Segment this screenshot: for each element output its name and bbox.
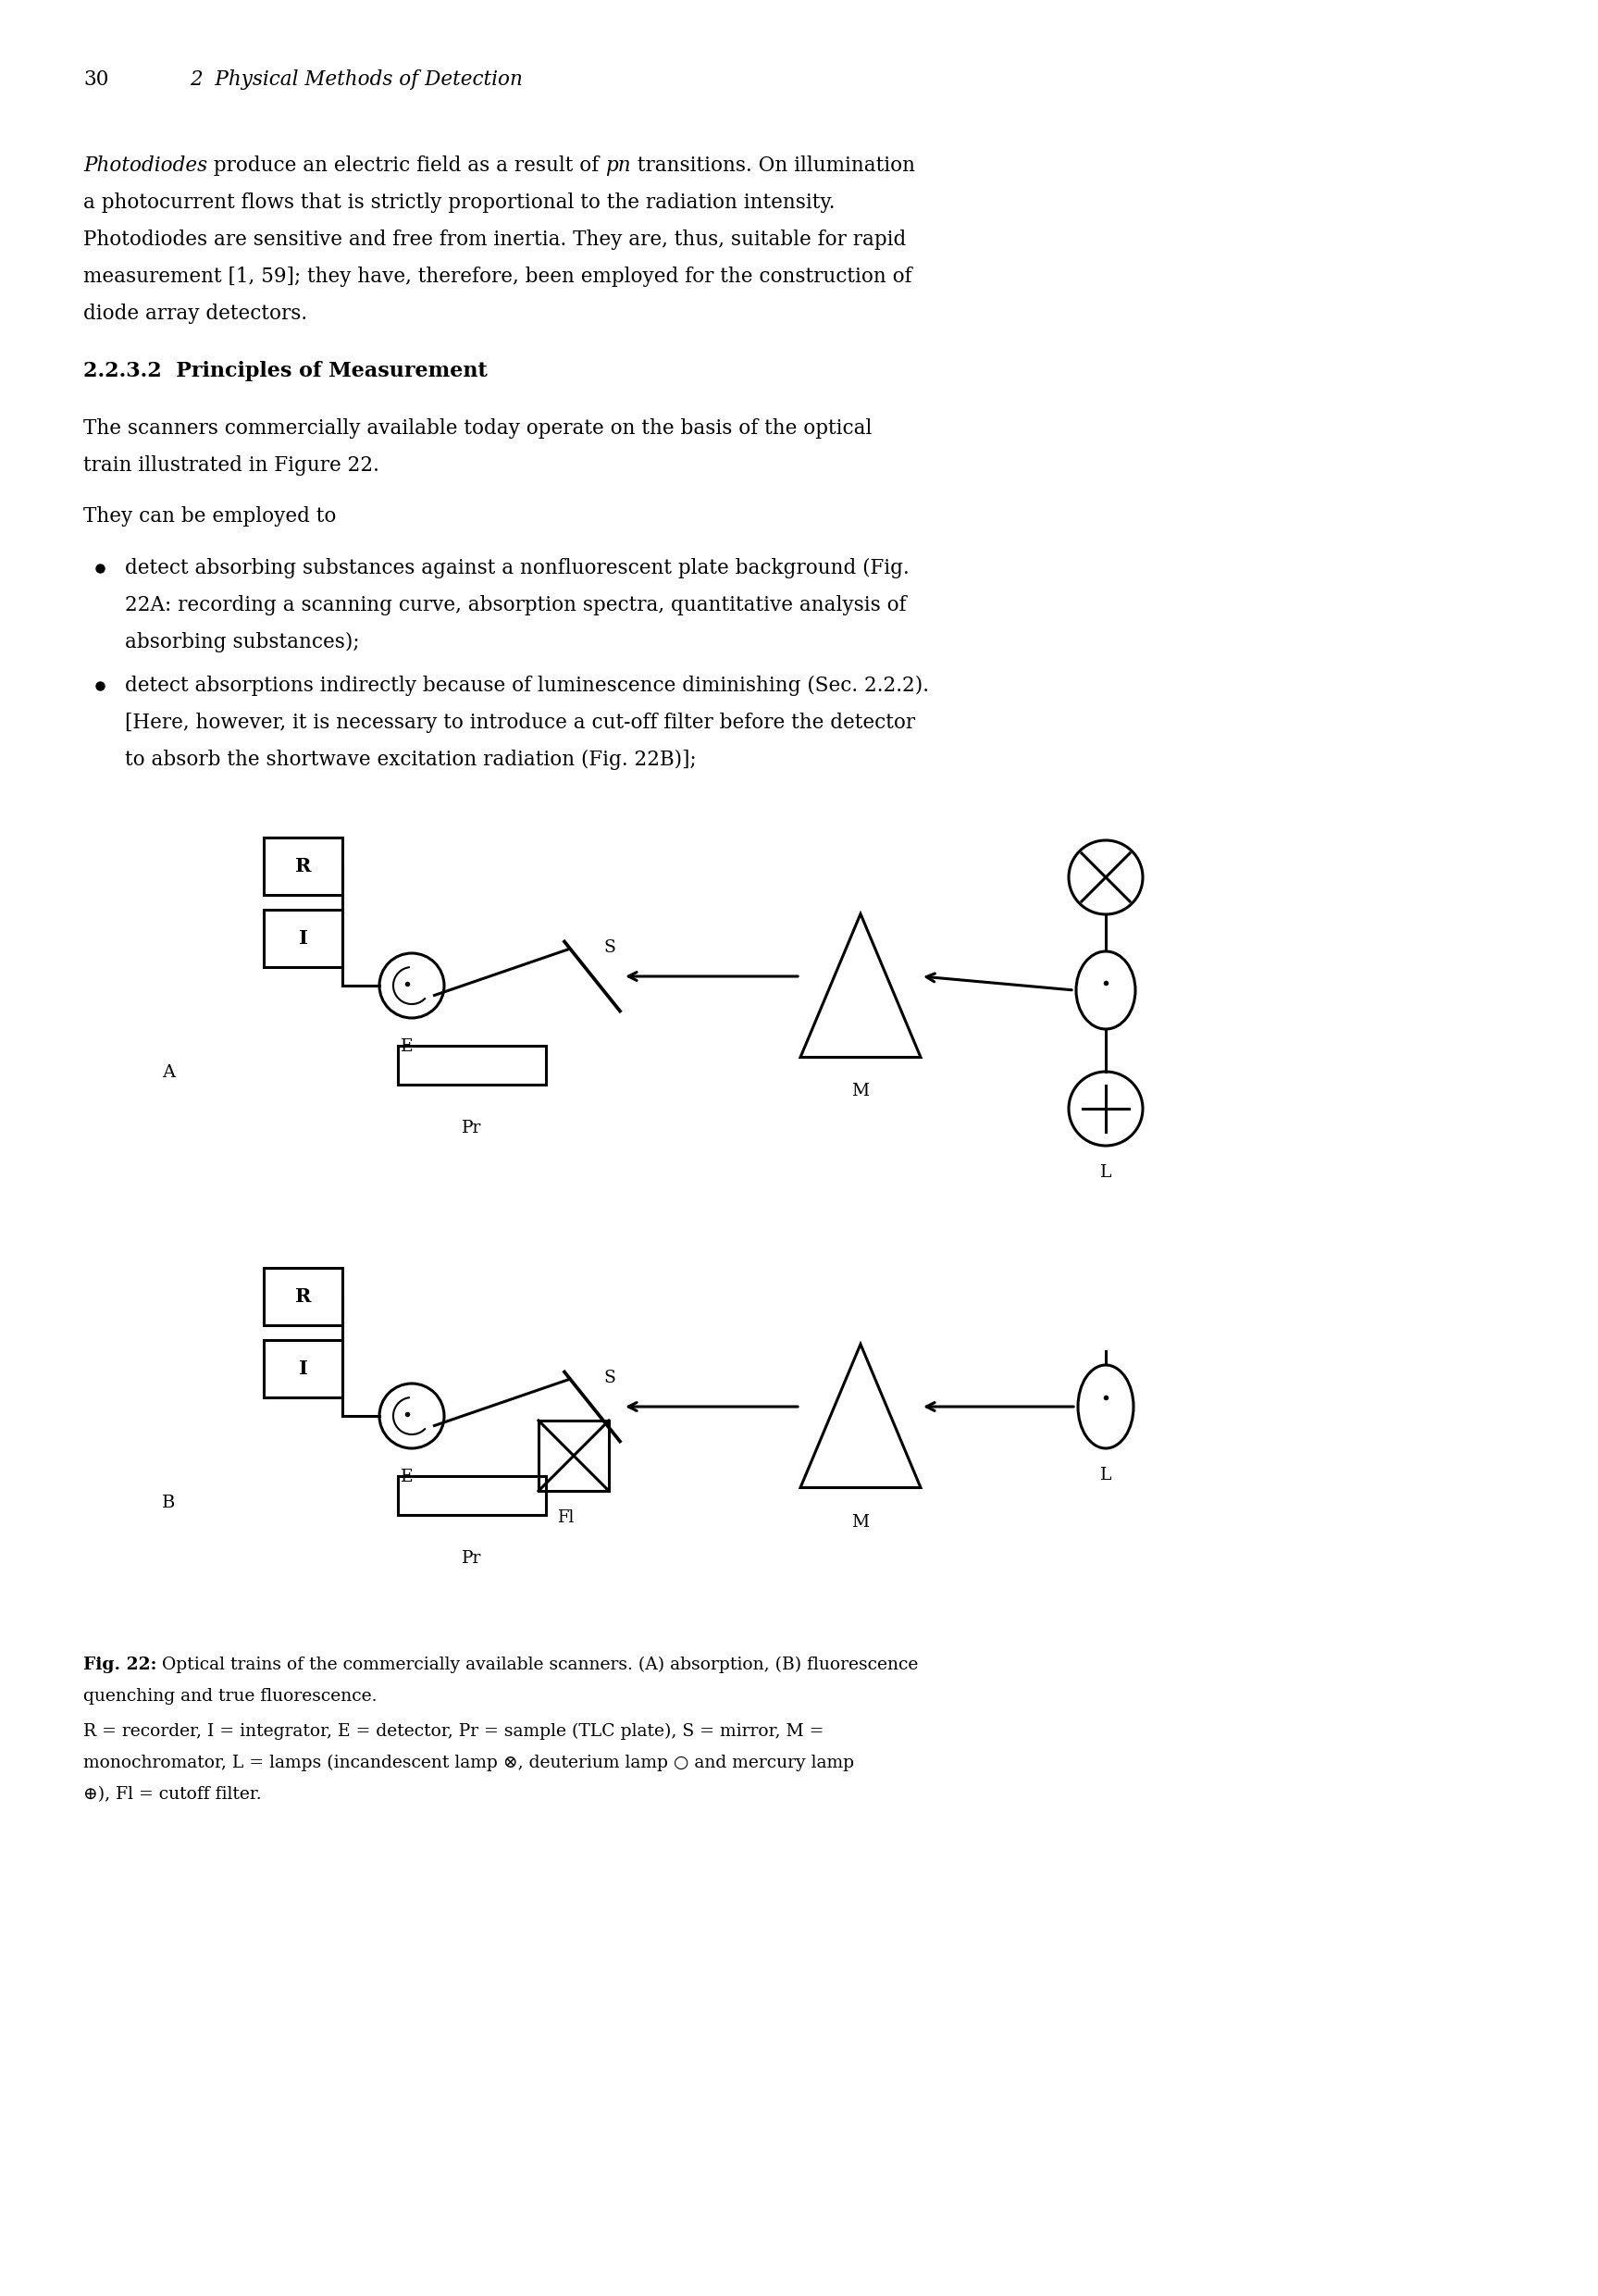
Text: R: R [296, 1288, 312, 1306]
Text: 2.2.3.2  Principles of Measurement: 2.2.3.2 Principles of Measurement [83, 360, 487, 381]
Bar [264, 1341, 342, 1398]
Text: measurement [1, 59]; they have, therefore, been employed for the construction of: measurement [1, 59]; they have, therefor… [83, 266, 912, 287]
Text: They can be employed to: They can be employed to [83, 505, 336, 526]
Bar [264, 1267, 342, 1325]
Text: Fl: Fl [558, 1508, 574, 1527]
Bar [398, 1045, 547, 1084]
Text: transitions. On illumination: transitions. On illumination [631, 156, 916, 177]
Text: I: I [299, 1359, 307, 1378]
Text: B: B [161, 1495, 176, 1511]
Text: R: R [296, 856, 312, 875]
Text: diode array detectors.: diode array detectors. [83, 303, 307, 324]
Text: Pr: Pr [462, 1550, 481, 1566]
Bar [539, 1421, 609, 1490]
Text: monochromator, L = lamps (incandescent lamp ⊗, deuterium lamp ○ and mercury lamp: monochromator, L = lamps (incandescent l… [83, 1754, 855, 1773]
Text: S: S [604, 1371, 615, 1387]
Text: I: I [299, 930, 307, 948]
Text: L: L [1099, 1467, 1112, 1483]
Text: Optical trains of the commercially available scanners. (A) absorption, (B) fluor: Optical trains of the commercially avail… [157, 1655, 919, 1674]
Bar [264, 909, 342, 967]
Text: Pr: Pr [462, 1120, 481, 1137]
Text: pn: pn [606, 156, 631, 177]
Text: detect absorbing substances against a nonfluorescent plate background (Fig.: detect absorbing substances against a no… [125, 558, 909, 579]
Text: S: S [604, 939, 615, 955]
Text: E: E [401, 1469, 414, 1486]
Text: Photodiodes are sensitive and free from inertia. They are, thus, suitable for ra: Photodiodes are sensitive and free from … [83, 230, 906, 250]
Text: M: M [852, 1084, 869, 1100]
Text: detect absorptions indirectly because of luminescence diminishing (Sec. 2.2.2).: detect absorptions indirectly because of… [125, 675, 928, 696]
Bar [264, 838, 342, 895]
Text: R = recorder, I = integrator, E = detector, Pr = sample (TLC plate), S = mirror,: R = recorder, I = integrator, E = detect… [83, 1724, 825, 1740]
Text: 30: 30 [83, 69, 109, 90]
Text: 22A: recording a scanning curve, absorption spectra, quantitative analysis of: 22A: recording a scanning curve, absorpt… [125, 595, 906, 615]
Text: train illustrated in Figure 22.: train illustrated in Figure 22. [83, 455, 379, 475]
Text: 2  Physical Methods of Detection: 2 Physical Methods of Detection [190, 69, 523, 90]
Text: L: L [1099, 1164, 1112, 1180]
Text: ⊕), Fl = cutoff filter.: ⊕), Fl = cutoff filter. [83, 1786, 262, 1802]
Text: [Here, however, it is necessary to introduce a cut-off filter before the detecto: [Here, however, it is necessary to intro… [125, 712, 916, 732]
Text: M: M [852, 1513, 869, 1529]
Text: Photodiodes: Photodiodes [83, 156, 208, 177]
Text: a photocurrent flows that is strictly proportional to the radiation intensity.: a photocurrent flows that is strictly pr… [83, 193, 836, 214]
Text: absorbing substances);: absorbing substances); [125, 631, 360, 652]
Text: produce an electric field as a result of: produce an electric field as a result of [208, 156, 606, 177]
Text: The scanners commercially available today operate on the basis of the optical: The scanners commercially available toda… [83, 418, 873, 439]
Text: A: A [161, 1065, 176, 1081]
Text: Fig. 22:: Fig. 22: [83, 1655, 157, 1674]
Bar [398, 1476, 547, 1515]
Text: E: E [401, 1038, 414, 1054]
Text: quenching and true fluorescence.: quenching and true fluorescence. [83, 1688, 377, 1704]
Text: to absorb the shortwave excitation radiation (Fig. 22B)];: to absorb the shortwave excitation radia… [125, 748, 697, 769]
